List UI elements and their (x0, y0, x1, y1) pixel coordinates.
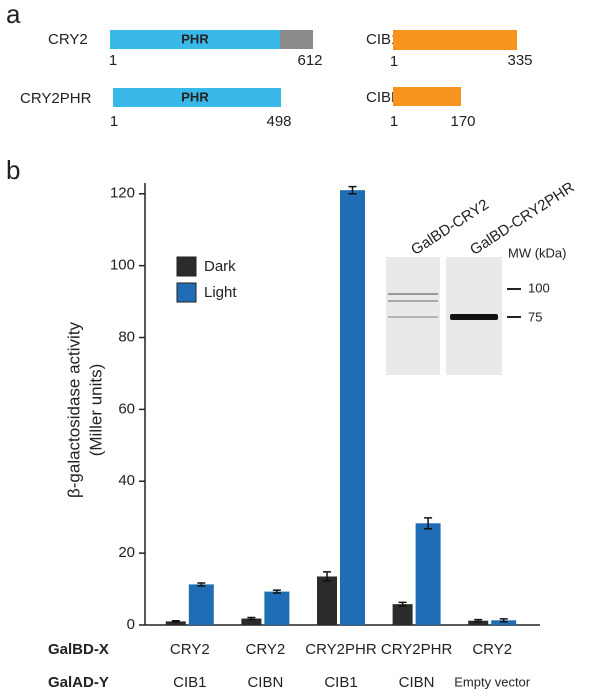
residue: 335 (507, 52, 532, 69)
error-bar (398, 601, 407, 607)
x-category-label: CIBN (247, 674, 283, 691)
cib-bar (393, 87, 461, 106)
bar (165, 621, 186, 625)
error-bar (424, 517, 433, 530)
residue: 1 (390, 113, 398, 130)
bar (340, 190, 365, 625)
x-category-label: CIBN (399, 674, 435, 691)
x-category-label: CRY2 (472, 641, 512, 658)
error-bar (348, 185, 357, 195)
residue: 170 (450, 113, 475, 130)
mw-marker: 100 (528, 280, 550, 295)
y-tick-label: 40 (118, 472, 135, 489)
bar-chart: 0 20 40 60 80 100 120 β-galactosidase activity(… (48, 183, 540, 691)
y-tick-label: 0 (127, 616, 135, 633)
mw-marker: 75 (528, 309, 542, 324)
residue: 612 (297, 52, 322, 69)
bar (415, 523, 441, 625)
panel-label: a (6, 0, 21, 29)
phr-domain (110, 30, 280, 49)
error-bar (323, 571, 331, 582)
construct-name: CRY2PHR (20, 90, 92, 107)
residue: 1 (390, 53, 398, 70)
error-bar (171, 619, 180, 623)
blot-band (388, 316, 438, 318)
construct-name: CIBN (366, 89, 402, 106)
y-tick-label: 80 (118, 328, 135, 345)
domain-label: PHR (181, 89, 209, 104)
bar (317, 576, 337, 625)
residue: 1 (109, 52, 117, 69)
blot-gap (440, 257, 446, 375)
bar (392, 604, 413, 625)
y-tick-label: 120 (110, 185, 135, 202)
row-label: GalBD-X (48, 641, 109, 658)
error-bar (474, 618, 483, 623)
error-bar (499, 618, 508, 623)
y-tick-label: 100 (110, 257, 135, 274)
bar (468, 620, 489, 625)
domain-label: PHR (181, 31, 209, 46)
x-category-label: CIB1 (324, 674, 357, 691)
x-category-label: CRY2 (246, 641, 286, 658)
error-bar (272, 589, 281, 594)
panel-label: b (6, 155, 20, 185)
bar (241, 618, 262, 625)
y-tick-label: 20 (118, 544, 135, 561)
error-bar (197, 582, 206, 587)
y-axis-label: (Miller units) (86, 364, 105, 457)
y-axis-label: β-galactosidase activity (64, 321, 83, 498)
legend-swatch (176, 282, 197, 303)
legend-swatch (176, 256, 197, 277)
x-category-label: CRY2PHR (305, 641, 377, 658)
x-category-label: CIB1 (173, 674, 206, 691)
phr-domain (113, 88, 281, 107)
legend-label: Dark (204, 258, 236, 275)
blot-band (388, 293, 438, 295)
residue: 498 (266, 113, 291, 130)
residue: 1 (110, 113, 118, 130)
bar (264, 591, 290, 625)
blot-band (450, 314, 498, 320)
cib-bar (393, 30, 517, 50)
x-category-label: CRY2 (170, 641, 210, 658)
c-terminal (280, 30, 313, 49)
bar (491, 620, 517, 625)
x-category-label: CRY2PHR (381, 641, 453, 658)
construct-name: CIB1 (366, 31, 399, 48)
row-label: GalAD-Y (48, 674, 109, 691)
bar (188, 584, 214, 625)
construct-name: CRY2 (48, 31, 88, 48)
mw-title: MW (kDa) (508, 245, 567, 260)
blot-band (388, 300, 438, 302)
y-tick-label: 60 (118, 400, 135, 417)
x-category-label: Empty vector (454, 674, 531, 689)
legend-label: Light (204, 284, 237, 301)
error-bar (247, 616, 256, 621)
